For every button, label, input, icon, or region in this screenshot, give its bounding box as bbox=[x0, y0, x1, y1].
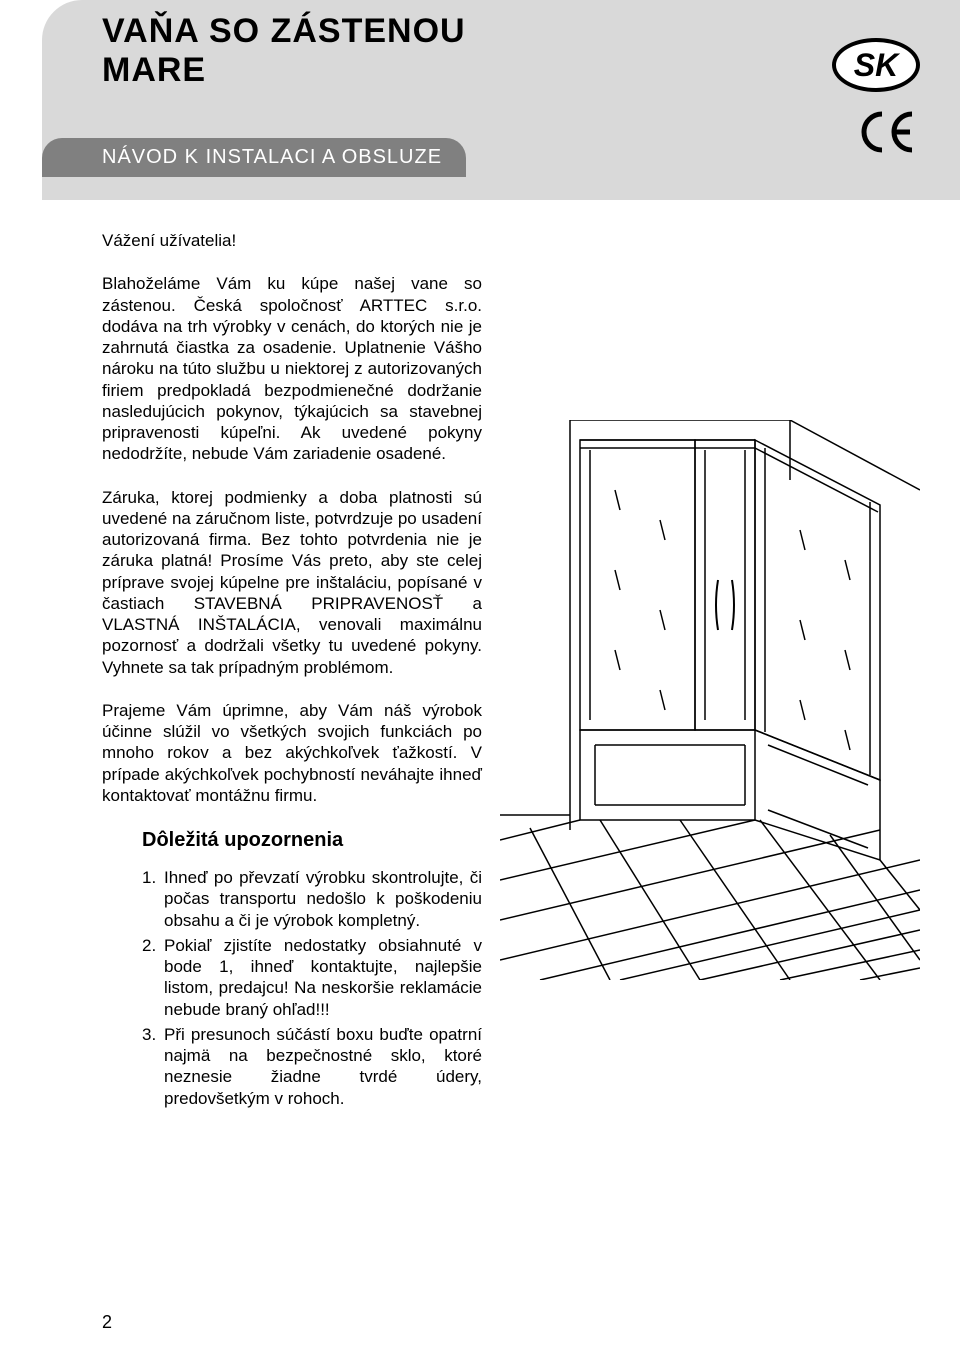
product-illustration bbox=[500, 420, 920, 980]
paragraph-1: Blahoželáme Vám ku kúpe našej vane so zá… bbox=[102, 273, 482, 464]
badge-oval: SK bbox=[832, 38, 920, 92]
subtitle-tab: NÁVOD K INSTALACI A OBSLUZE bbox=[42, 138, 466, 177]
ce-mark-icon bbox=[860, 110, 920, 164]
notice-num: 2. bbox=[142, 935, 164, 1020]
notice-num: 1. bbox=[142, 867, 164, 931]
title-line2: MARE bbox=[102, 51, 466, 90]
notice-text: Ihneď po převzatí výrobku skontrolujte, … bbox=[164, 867, 482, 931]
notice-text: Pokiaľ zjistíte nedostatky obsiahnuté v … bbox=[164, 935, 482, 1020]
notice-item: 3. Při presunoch súčástí boxu buďte opat… bbox=[142, 1024, 482, 1109]
notice-item: 1. Ihneď po převzatí výrobku skontrolujt… bbox=[142, 867, 482, 931]
paragraph-3: Prajeme Vám úprimne, aby Vám náš výrobok… bbox=[102, 700, 482, 806]
page-number: 2 bbox=[102, 1312, 112, 1333]
title-line1: VAŇA SO ZÁSTENOU bbox=[102, 12, 466, 51]
greeting: Vážení užívatelia! bbox=[102, 230, 482, 251]
badge-text: SK bbox=[854, 47, 898, 84]
notice-text: Při presunoch súčástí boxu buďte opatrní… bbox=[164, 1024, 482, 1109]
paragraph-2: Záruka, ktorej podmienky a doba platnost… bbox=[102, 487, 482, 678]
notice-item: 2. Pokiaľ zjistíte nedostatky obsiahnuté… bbox=[142, 935, 482, 1020]
title-block: VAŇA SO ZÁSTENOU MARE bbox=[102, 12, 466, 90]
notices-title: Dôležitá upozornenia bbox=[142, 828, 482, 853]
notice-list: 1. Ihneď po převzatí výrobku skontrolujt… bbox=[142, 867, 482, 1109]
notice-num: 3. bbox=[142, 1024, 164, 1109]
content-column: Vážení užívatelia! Blahoželáme Vám ku kú… bbox=[102, 230, 482, 1113]
country-badge: SK bbox=[832, 38, 920, 92]
